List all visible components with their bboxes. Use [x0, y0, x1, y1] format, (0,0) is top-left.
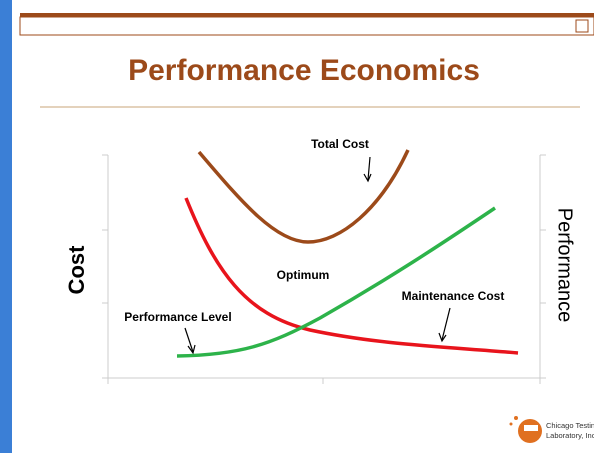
arrow — [184, 327, 194, 353]
logo-dot — [514, 416, 518, 420]
logo-dot — [509, 422, 513, 426]
performance-level-label: Performance Level — [124, 310, 231, 324]
logo-line2: Laboratory, Inc — [546, 431, 594, 440]
arrowhead — [363, 173, 372, 183]
maintenance-cost-label: Maintenance Cost — [402, 289, 505, 303]
y-axis-right-label: Performance — [554, 208, 576, 323]
top-band — [19, 16, 594, 36]
total-cost-curve — [197, 149, 410, 244]
arrowhead — [438, 332, 447, 343]
top-square — [575, 19, 589, 33]
logo-cut — [524, 425, 538, 431]
logo-line1: Chicago Testing — [546, 421, 594, 430]
performance-curve — [176, 206, 496, 358]
optimum-label: Optimum — [277, 268, 330, 282]
total-cost-label: Total Cost — [311, 137, 369, 151]
arrow — [441, 307, 451, 341]
y-axis-left-label: Cost — [64, 245, 89, 295]
title: Performance Economics — [128, 54, 480, 87]
top-bar — [20, 13, 594, 17]
maintenance-cost-curve — [184, 197, 519, 355]
arrow — [367, 156, 371, 181]
left-strip — [0, 0, 12, 453]
axes — [102, 154, 546, 384]
arrows — [184, 156, 451, 355]
arrowhead — [187, 344, 196, 355]
logo: Chicago Testing Laboratory, Inc — [509, 416, 594, 443]
